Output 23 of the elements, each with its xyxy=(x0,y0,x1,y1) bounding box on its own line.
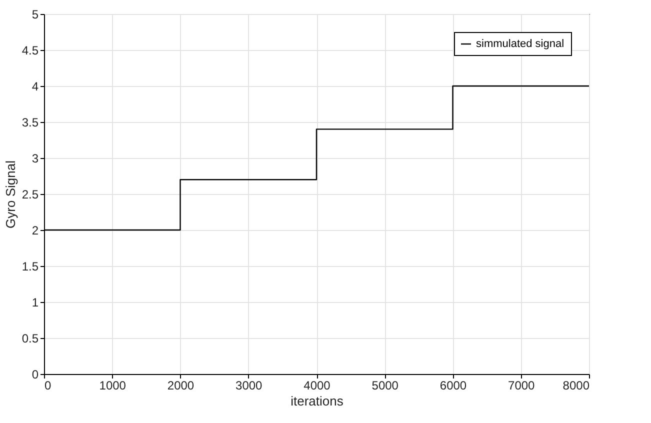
x-tick-label: 5000 xyxy=(372,378,399,392)
x-tick-label: 2000 xyxy=(167,378,194,392)
y-tick-label: 5 xyxy=(32,8,39,22)
x-axis-title: iterations xyxy=(290,394,344,408)
x-tick-label: 1000 xyxy=(99,378,126,392)
x-tick-label: 7000 xyxy=(508,378,536,392)
y-tick-label: 0 xyxy=(32,368,39,382)
x-tick-label: 4000 xyxy=(304,378,331,392)
y-tick-label: 4 xyxy=(32,80,39,94)
y-tick-label: 1.5 xyxy=(22,260,39,274)
y-axis-title: Gyro Signal xyxy=(2,160,18,228)
x-tick-label: 8000 xyxy=(562,378,590,392)
legend-label: simmulated signal xyxy=(476,38,564,50)
y-tick-label: 3.5 xyxy=(22,116,39,130)
x-tick-label: 6000 xyxy=(440,378,467,392)
y-tick-label: 4.5 xyxy=(22,44,39,58)
y-tick-label: 1 xyxy=(32,296,39,310)
y-tick-label: 0.5 xyxy=(22,332,39,346)
x-tick-label: 0 xyxy=(44,378,52,392)
x-tick-label: 3000 xyxy=(236,378,263,392)
y-tick-label: 2.5 xyxy=(22,188,39,202)
y-tick-label: 2 xyxy=(32,224,39,238)
y-tick-label: 3 xyxy=(32,152,39,166)
